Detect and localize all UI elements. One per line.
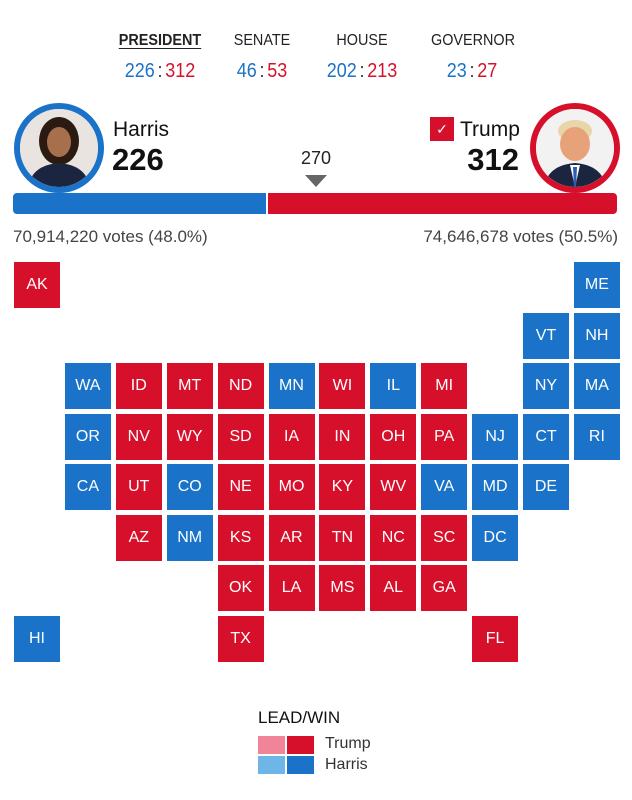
state-tile-oh[interactable]: OH <box>370 413 417 460</box>
state-tile-il[interactable]: IL <box>370 363 417 409</box>
state-tile-fl[interactable]: FL <box>472 615 519 662</box>
state-tile-vt[interactable]: VT <box>523 312 569 359</box>
state-tile-ks[interactable]: KS <box>217 514 264 561</box>
tab-governor[interactable]: GOVERNOR <box>430 32 516 49</box>
state-tile-ak[interactable]: AK <box>14 262 60 308</box>
harris-avatar <box>14 103 104 193</box>
legend-title: LEAD/WIN <box>258 708 341 727</box>
dem-count: 226 <box>124 60 155 82</box>
trump-votes: 74,646,678 votes (50.5%) <box>423 227 618 246</box>
state-tile-hi[interactable]: HI <box>14 615 60 662</box>
president-score: 226:312 <box>115 60 205 83</box>
state-tile-mt[interactable]: MT <box>166 363 213 409</box>
state-tile-nj[interactable]: NJ <box>472 413 519 460</box>
state-tile-nd[interactable]: ND <box>217 363 264 409</box>
state-tile-mn[interactable]: MN <box>268 363 315 409</box>
dem-count: 46 <box>236 60 257 82</box>
state-tile-de[interactable]: DE <box>523 464 569 510</box>
winner-check-icon: ✓ <box>430 117 454 141</box>
state-tile-nm[interactable]: NM <box>166 514 213 561</box>
legend-harris-lead-swatch <box>258 756 285 774</box>
legend-trump-win-swatch <box>287 736 314 754</box>
state-tile-mi[interactable]: MI <box>421 363 468 409</box>
state-tile-tx[interactable]: TX <box>217 615 264 662</box>
rep-count: 27 <box>477 60 498 82</box>
state-tile-ar[interactable]: AR <box>268 514 315 561</box>
state-tile-la[interactable]: LA <box>268 565 315 611</box>
state-tile-ny[interactable]: NY <box>523 363 569 409</box>
state-tile-wa[interactable]: WA <box>64 363 111 409</box>
state-tile-dc[interactable]: DC <box>472 514 519 561</box>
harris-name: Harris <box>113 118 169 141</box>
state-tile-ok[interactable]: OK <box>217 565 264 611</box>
state-tile-nh[interactable]: NH <box>573 312 620 359</box>
legend-harris-win-swatch <box>287 756 314 774</box>
dem-count: 23 <box>446 60 467 82</box>
rep-count: 213 <box>367 60 398 82</box>
state-tile-ma[interactable]: MA <box>573 363 620 409</box>
separator: : <box>359 60 365 82</box>
state-tile-sd[interactable]: SD <box>217 413 264 460</box>
state-tile-ne[interactable]: NE <box>217 464 264 510</box>
state-tile-pa[interactable]: PA <box>421 413 468 460</box>
state-tile-tn[interactable]: TN <box>319 514 366 561</box>
state-tile-ga[interactable]: GA <box>421 565 468 611</box>
threshold-label: 270 <box>300 148 332 168</box>
governor-score: 23:27 <box>434 60 510 83</box>
trump-ev: 312 <box>467 142 519 177</box>
trump-avatar <box>530 103 620 193</box>
state-tile-sc[interactable]: SC <box>421 514 468 561</box>
state-tile-ms[interactable]: MS <box>319 565 366 611</box>
harris-ev: 226 <box>112 142 164 177</box>
separator: : <box>469 60 475 82</box>
legend-harris-label: Harris <box>325 756 368 773</box>
separator: : <box>259 60 265 82</box>
state-tile-al[interactable]: AL <box>370 565 417 611</box>
state-tile-ut[interactable]: UT <box>115 464 162 510</box>
harris-votes: 70,914,220 votes (48.0%) <box>13 227 208 246</box>
state-tile-nc[interactable]: NC <box>370 514 417 561</box>
threshold-marker-icon <box>305 175 327 187</box>
trump-name: Trump <box>460 118 520 141</box>
state-tile-ri[interactable]: RI <box>573 413 620 460</box>
senate-score: 46:53 <box>226 60 298 83</box>
state-tile-wv[interactable]: WV <box>370 464 417 510</box>
state-tile-id[interactable]: ID <box>115 363 162 409</box>
rep-count: 53 <box>267 60 288 82</box>
state-tile-ca[interactable]: CA <box>64 464 111 510</box>
state-tile-ct[interactable]: CT <box>523 413 569 460</box>
state-tile-az[interactable]: AZ <box>115 514 162 561</box>
state-tile-va[interactable]: VA <box>421 464 468 510</box>
dem-count: 202 <box>326 60 357 82</box>
tab-senate[interactable]: SENATE <box>233 32 291 49</box>
state-tile-nv[interactable]: NV <box>115 413 162 460</box>
house-score: 202:213 <box>320 60 405 83</box>
state-tile-ia[interactable]: IA <box>268 413 315 460</box>
state-tile-co[interactable]: CO <box>166 464 213 510</box>
legend-trump-lead-swatch <box>258 736 285 754</box>
tab-house[interactable]: HOUSE <box>336 32 388 49</box>
separator: : <box>157 60 163 82</box>
state-tile-wi[interactable]: WI <box>319 363 366 409</box>
state-tile-me[interactable]: ME <box>573 262 620 308</box>
state-tile-md[interactable]: MD <box>472 464 519 510</box>
trump-progress-bar <box>268 193 617 214</box>
tab-president[interactable]: PRESIDENT <box>118 32 202 49</box>
harris-progress-bar <box>13 193 266 214</box>
state-tile-wy[interactable]: WY <box>166 413 213 460</box>
state-tile-in[interactable]: IN <box>319 413 366 460</box>
legend-trump-label: Trump <box>325 735 371 752</box>
state-tile-mo[interactable]: MO <box>268 464 315 510</box>
rep-count: 312 <box>165 60 196 82</box>
state-tile-ky[interactable]: KY <box>319 464 366 510</box>
state-tile-or[interactable]: OR <box>64 413 111 460</box>
